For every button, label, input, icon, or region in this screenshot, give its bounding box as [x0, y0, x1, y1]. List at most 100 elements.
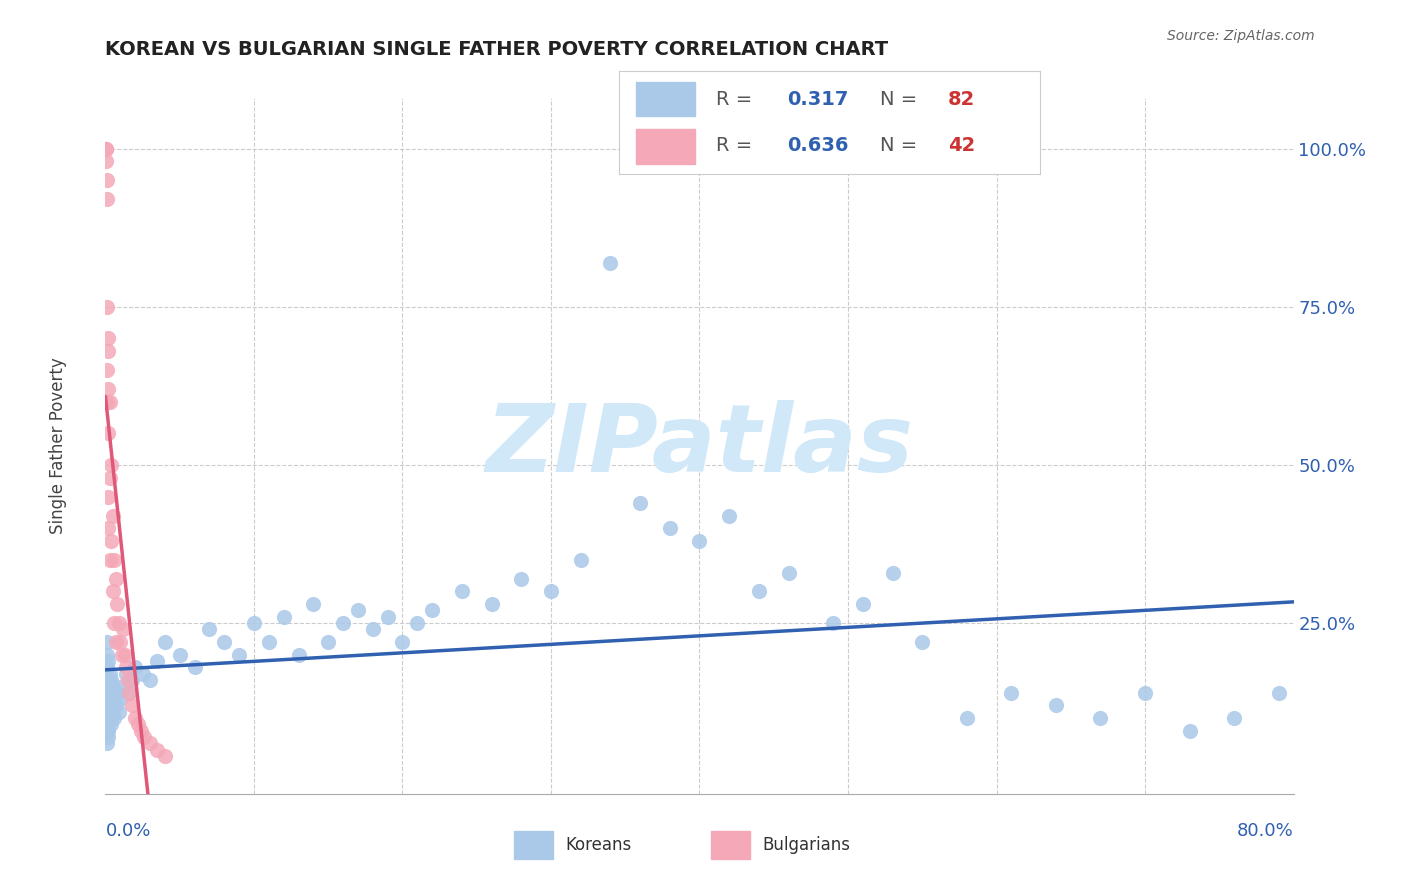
Point	[100, 717, 122, 731]
Point	[105, 686, 128, 700]
Point	[778, 566, 800, 580]
Point	[121, 698, 143, 713]
Point	[257, 635, 280, 649]
Point	[101, 584, 124, 599]
Point	[420, 603, 443, 617]
Point	[169, 648, 191, 662]
Point	[377, 609, 399, 624]
Point	[115, 666, 138, 681]
Point	[139, 736, 162, 750]
Text: Single Father Poverty: Single Father Poverty	[49, 358, 67, 534]
Point	[852, 597, 875, 611]
Point	[146, 654, 169, 668]
Bar	[636, 128, 695, 163]
Point	[146, 742, 169, 756]
Point	[124, 660, 146, 674]
Point	[1000, 686, 1022, 700]
Point	[96, 142, 118, 156]
Point	[569, 553, 592, 567]
Point	[1133, 686, 1156, 700]
Point	[911, 635, 934, 649]
Point	[98, 698, 121, 713]
Point	[287, 648, 309, 662]
Point	[101, 508, 124, 523]
Point	[96, 300, 118, 314]
Point	[1267, 686, 1289, 700]
Point	[101, 679, 124, 693]
Point	[316, 635, 339, 649]
Text: 0.317: 0.317	[787, 89, 849, 109]
Point	[100, 673, 122, 687]
Point	[96, 698, 118, 713]
Point	[129, 723, 152, 738]
Point	[96, 723, 118, 738]
Point	[117, 673, 139, 687]
Text: Koreans: Koreans	[565, 836, 631, 855]
Point	[131, 666, 153, 681]
Point	[1045, 698, 1067, 713]
Point	[273, 609, 295, 624]
Point	[96, 736, 118, 750]
Point	[1223, 711, 1246, 725]
Point	[540, 584, 562, 599]
Point	[628, 496, 651, 510]
Point	[103, 553, 125, 567]
Point	[481, 597, 503, 611]
Bar	[636, 81, 695, 117]
Point	[391, 635, 413, 649]
Point	[361, 623, 384, 637]
Point	[98, 686, 121, 700]
Point	[96, 711, 118, 725]
Point	[510, 572, 533, 586]
Point	[101, 705, 124, 719]
Point	[243, 616, 266, 631]
Point	[103, 711, 125, 725]
Point	[97, 426, 120, 441]
Bar	[711, 831, 751, 859]
Point	[97, 490, 120, 504]
Point	[114, 648, 136, 662]
Point	[96, 635, 118, 649]
Text: Bulgarians: Bulgarians	[762, 836, 851, 855]
Point	[823, 616, 845, 631]
Text: 82: 82	[948, 89, 974, 109]
Text: KOREAN VS BULGARIAN SINGLE FATHER POVERTY CORRELATION CHART: KOREAN VS BULGARIAN SINGLE FATHER POVERT…	[105, 40, 889, 59]
Text: 0.636: 0.636	[787, 136, 849, 154]
Point	[96, 660, 118, 674]
Point	[97, 673, 120, 687]
Point	[110, 692, 132, 706]
Point	[110, 635, 132, 649]
Point	[302, 597, 325, 611]
Point	[124, 711, 146, 725]
Point	[97, 654, 120, 668]
Point	[96, 142, 118, 156]
Point	[599, 255, 621, 269]
Point	[748, 584, 770, 599]
Point	[183, 660, 205, 674]
Point	[108, 705, 131, 719]
Point	[153, 748, 176, 763]
Point	[100, 692, 122, 706]
Point	[97, 723, 120, 738]
Point	[104, 698, 127, 713]
Point	[108, 616, 131, 631]
Text: 42: 42	[948, 136, 974, 154]
Point	[406, 616, 429, 631]
Point	[450, 584, 472, 599]
Point	[98, 711, 121, 725]
Point	[96, 154, 118, 169]
Text: R =: R =	[716, 89, 752, 109]
Point	[103, 616, 125, 631]
Point	[689, 533, 711, 548]
Point	[882, 566, 904, 580]
Text: N =: N =	[880, 89, 917, 109]
Point	[105, 597, 128, 611]
Point	[96, 173, 118, 187]
Point	[139, 673, 162, 687]
Point	[214, 635, 236, 649]
Point	[96, 192, 118, 206]
Text: Source: ZipAtlas.com: Source: ZipAtlas.com	[1167, 29, 1315, 43]
Point	[132, 730, 155, 744]
Text: ZIPatlas: ZIPatlas	[485, 400, 914, 492]
Point	[97, 344, 120, 359]
